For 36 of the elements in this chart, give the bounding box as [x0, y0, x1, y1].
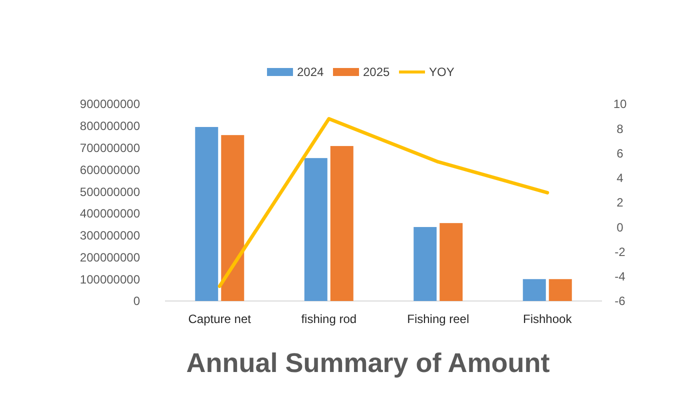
bar: [195, 126, 218, 301]
y-tick-label: 800000000: [80, 119, 140, 134]
y2-tick-label: 0: [616, 220, 624, 234]
y-tick-label: 300000000: [80, 228, 140, 243]
y-tick-label: 100000000: [80, 272, 140, 286]
y-tick-label: 900000000: [80, 97, 140, 112]
y2-tick-label: -6: [614, 294, 626, 308]
legend-label: YOY: [429, 65, 454, 80]
y2-tick-label: -2: [614, 244, 626, 259]
x-tick-label: Capture net: [188, 312, 252, 326]
y2-tick-label: 6: [616, 146, 624, 160]
x-tick-label: Fishing reel: [407, 312, 470, 326]
y-tick-label: 700000000: [80, 140, 140, 155]
y2-tick-label: 10: [613, 97, 627, 112]
y-tick-label: 500000000: [80, 184, 140, 199]
y-tick-label: 600000000: [80, 162, 140, 177]
bar: [548, 279, 572, 301]
y-tick-label: 0: [133, 294, 140, 308]
y2-tick-label: 2: [616, 196, 624, 210]
bar: [304, 158, 328, 301]
x-tick-label: Fishhook: [523, 312, 573, 326]
legend-label: 2025: [363, 65, 390, 80]
bar: [522, 279, 546, 301]
bar: [330, 146, 354, 301]
bar: [440, 223, 463, 301]
y-tick-label: 200000000: [80, 250, 140, 264]
y2-tick-label: 4: [616, 171, 624, 186]
y2-tick-label: -4: [614, 270, 626, 284]
x-tick-label: fishing rod: [301, 312, 357, 326]
y-tick-label: 400000000: [80, 206, 140, 221]
y2-tick-label: 8: [616, 122, 624, 136]
bar: [414, 227, 437, 301]
line-series: [218, 117, 550, 288]
text: Annual Summary of Amount: [186, 348, 550, 378]
bar: [221, 135, 244, 301]
legend-label: 2024: [297, 65, 324, 80]
